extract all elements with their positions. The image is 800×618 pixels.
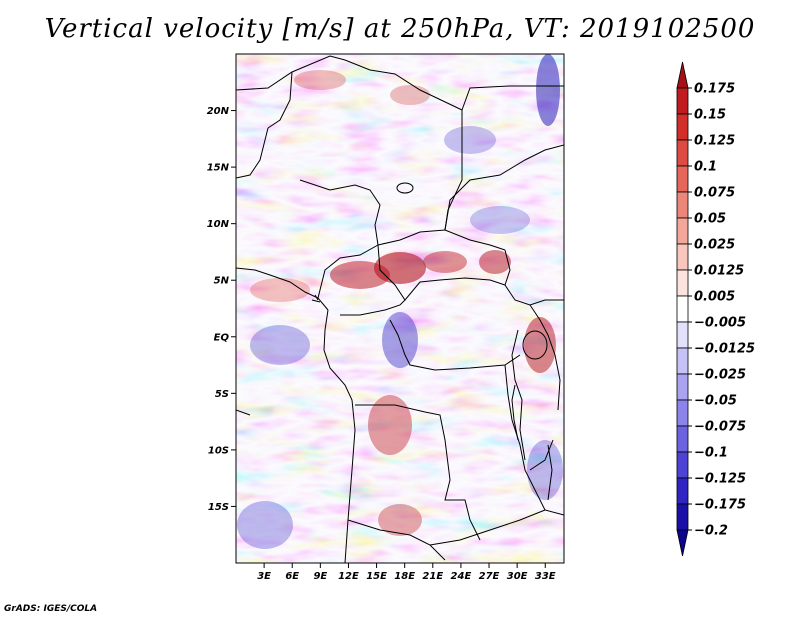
- colorbar-label: 0.125: [694, 134, 735, 149]
- colorbar-label: −0.1: [694, 446, 728, 461]
- lat-tick-label: EQ: [214, 332, 230, 343]
- map-title: Vertical velocity [m/s] at 250hPa, VT: 2…: [44, 14, 756, 44]
- colorbar-swatch: [676, 373, 689, 401]
- colorbar-label: −0.005: [694, 316, 746, 331]
- colorbar-label: 0.075: [694, 186, 735, 201]
- colorbar-label: −0.2: [694, 524, 728, 539]
- colorbar-swatch: [676, 503, 689, 531]
- velocity-field: [236, 54, 564, 563]
- colorbar-label: −0.0125: [694, 342, 755, 357]
- colorbar-swatch: [676, 217, 689, 245]
- colorbar-label: −0.025: [694, 368, 746, 383]
- colorbar-label: −0.05: [694, 394, 737, 409]
- lon-tick-label: 30E: [507, 571, 528, 582]
- colorbar-swatch: [676, 243, 689, 271]
- colorbar-label: 0.05: [694, 212, 726, 227]
- colorbar-label: 0.15: [694, 108, 726, 123]
- lon-tick-label: 18E: [394, 571, 415, 582]
- country-borders: [236, 55, 564, 563]
- lon-tick-label: 12E: [338, 571, 359, 582]
- colorbar-swatch: [676, 425, 689, 453]
- colorbar-label: −0.075: [694, 420, 746, 435]
- lat-tick-label: 10N: [207, 219, 230, 230]
- colorbar-label: 0.1: [694, 160, 717, 175]
- colorbar-swatch: [676, 529, 689, 557]
- colorbar-swatch: [676, 61, 689, 89]
- lon-tick-label: 24E: [451, 571, 472, 582]
- lon-tick-label: 3E: [257, 571, 271, 582]
- lat-tick-label: 15N: [207, 163, 230, 174]
- lon-tick-label: 15E: [366, 571, 387, 582]
- longitude-axis: 3E 6E 9E 12E 15E 18E 21E 24E 27E 30E 33E: [257, 563, 556, 582]
- colorbar-swatch: [676, 451, 689, 479]
- lon-tick-label: 6E: [285, 571, 299, 582]
- colorbar-label: −0.175: [694, 498, 746, 513]
- colorbar-swatch: [676, 87, 689, 115]
- latitude-axis: 20N 15N 10N 5N EQ 5S 10S 15S: [207, 106, 236, 513]
- map-frame: [235, 53, 565, 564]
- lat-tick-label: 20N: [207, 106, 230, 117]
- lat-tick-label: 15S: [208, 502, 229, 513]
- colorbar-label: 0.005: [694, 290, 735, 305]
- colorbar-swatch: [676, 113, 689, 141]
- colorbar-label: 0.0125: [694, 264, 744, 279]
- colorbar-swatch: [676, 399, 689, 427]
- colorbar-swatch: [676, 347, 689, 375]
- lat-tick-label: 5S: [215, 389, 229, 400]
- colorbar-swatch: [676, 269, 689, 297]
- lon-tick-label: 9E: [313, 571, 327, 582]
- colorbar-swatch: [676, 139, 689, 167]
- colorbar-swatch: [676, 321, 689, 349]
- lat-tick-label: 5N: [214, 276, 230, 287]
- software-credit: GrADS: IGES/COLA: [4, 604, 98, 614]
- colorbar-swatch: [676, 165, 689, 193]
- colorbar-swatch: [676, 477, 689, 505]
- colorbar-label: 0.025: [694, 238, 735, 253]
- colorbar-swatch: [676, 191, 689, 219]
- colorbar-swatch: [676, 295, 689, 323]
- lon-tick-label: 27E: [479, 571, 500, 582]
- colorbar: 0.175 0.15 0.125 0.1 0.075 0.05 0.025 0.0125 0.0…: [676, 61, 755, 557]
- colorbar-label: 0.175: [694, 82, 735, 97]
- lakes: [396, 182, 553, 501]
- lon-tick-label: 33E: [535, 571, 556, 582]
- lon-tick-label: 21E: [422, 571, 443, 582]
- colorbar-label: −0.125: [694, 472, 746, 487]
- lat-tick-label: 10S: [208, 445, 229, 456]
